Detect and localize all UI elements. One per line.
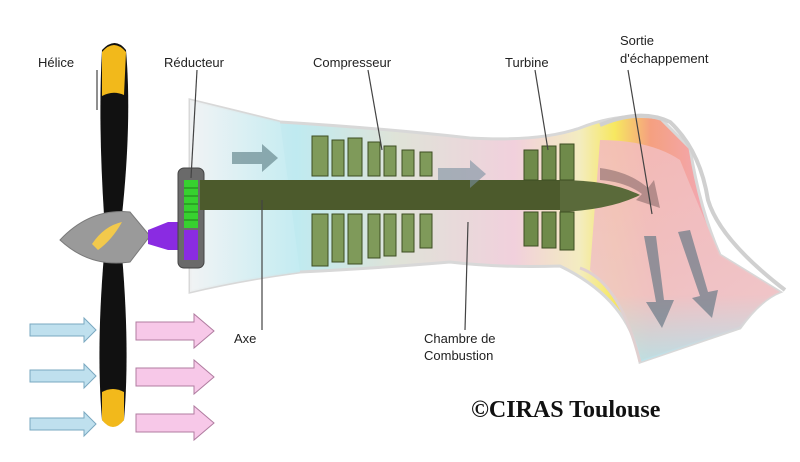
outflow-arrows — [135, 312, 215, 442]
label-sortie-line1: Sortie — [620, 33, 654, 48]
propeller — [59, 43, 151, 427]
copyright-box: ©CIRAS Toulouse — [463, 387, 699, 437]
compressor-stages — [311, 135, 433, 267]
prop-coupling — [148, 222, 182, 250]
turbine-cone — [560, 180, 640, 212]
propeller-tip-upper — [102, 45, 126, 96]
exhaust-flow-arrow-right — [678, 230, 718, 318]
label-chambre-line2: Combustion — [424, 348, 494, 363]
exhaust-flow-arrow-left — [644, 236, 674, 328]
label-compresseur: Compresseur — [313, 55, 392, 70]
exhaust-flow-arrow-top — [600, 168, 660, 208]
label-sortie-line2: d'échappement — [620, 51, 709, 66]
label-helice: Hélice — [38, 55, 75, 70]
inflow-arrows — [29, 316, 97, 438]
label-reducteur: Réducteur — [164, 55, 224, 70]
copyright-text: ©CIRAS Toulouse — [471, 397, 661, 423]
turbine-stages — [523, 143, 575, 251]
label-turbine: Turbine — [505, 55, 549, 70]
label-chambre-line1: Chambre de — [424, 331, 496, 346]
compressor-flow-arrow — [438, 160, 486, 188]
label-axe: Axe — [234, 331, 257, 346]
leader-lines — [96, 69, 653, 331]
main-shaft — [200, 180, 560, 210]
spinner-highlight — [92, 222, 122, 250]
exhaust-outline — [599, 113, 787, 292]
propeller-blade-lower — [99, 255, 127, 426]
propeller-tip-lower — [102, 389, 124, 427]
intake-flow-arrow — [232, 144, 278, 172]
exhaust-outline-lower — [579, 266, 642, 363]
